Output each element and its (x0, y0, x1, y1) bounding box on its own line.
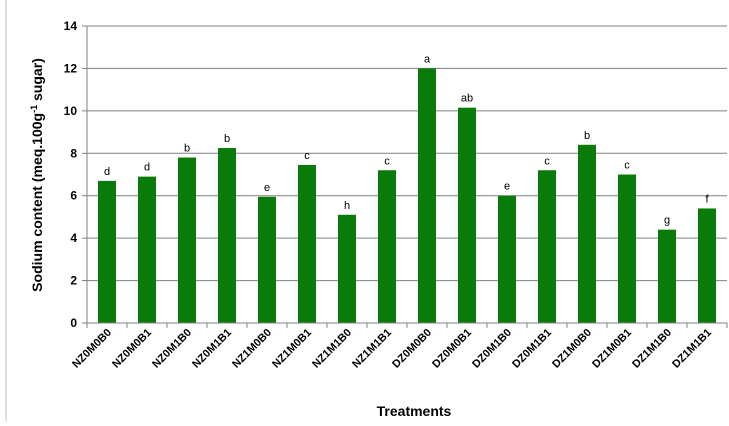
x-tick-label: DZ1M0B0 (550, 327, 594, 371)
x-tick-label: DZ0M1B1 (510, 327, 554, 371)
x-tick-label: DZ0M1B0 (470, 327, 514, 371)
x-tick-label: DZ1M1B0 (630, 327, 674, 371)
x-tick-label: NZ1M1B0 (310, 327, 354, 371)
x-tick-label: NZ0M0B0 (70, 327, 114, 371)
x-tick-label: NZ0M1B1 (190, 327, 234, 371)
bar (458, 107, 476, 323)
y-tick-label: 10 (64, 104, 78, 118)
bar (578, 144, 596, 323)
bars-group (98, 68, 716, 323)
bar (698, 208, 716, 323)
bar-letter-label: ab (461, 93, 473, 105)
bar (538, 170, 556, 323)
y-tick-label: 12 (64, 61, 78, 75)
bar (298, 164, 316, 323)
y-tick-label: 14 (64, 19, 78, 33)
bar-letter-label: e (264, 182, 270, 194)
y-tick-label: 0 (70, 316, 77, 330)
bar-letter-label: h (344, 200, 350, 212)
x-tick-label: NZ1M1B1 (350, 327, 394, 371)
bar-letter-label: b (584, 130, 590, 142)
bar-letter-labels: d d b b e c h c a ab e c b c g f (104, 53, 710, 226)
bar-letter-label: c (624, 160, 630, 172)
bar-letter-label: d (104, 166, 110, 178)
x-tick-labels: NZ0M0B0NZ0M0B1NZ0M1B0NZ0M1B1NZ1M0B0NZ1M0… (70, 323, 728, 371)
bar (258, 196, 276, 323)
bar (98, 180, 116, 323)
bar-letter-label: g (664, 215, 670, 227)
bar-letter-label: c (544, 155, 550, 167)
bar-letter-label: c (304, 150, 310, 162)
bar (618, 174, 636, 323)
x-axis-title: Treatments (377, 403, 452, 419)
y-axis-title: Sodium content (meq.100g-1 sugar) (29, 58, 45, 292)
y-axis-title-tail: sugar) (29, 58, 45, 105)
y-tick-label: 2 (70, 274, 77, 288)
bar (138, 176, 156, 323)
bar-letter-label: b (184, 143, 190, 155)
x-tick-label: NZ1M0B1 (270, 327, 314, 371)
bar (418, 68, 436, 323)
y-axis-title-main: Sodium content (meq.100g (29, 113, 45, 292)
y-tick-labels: 0 2 4 6 8 10 12 14 (64, 19, 87, 330)
y-tick-label: 4 (70, 231, 77, 245)
bar (338, 214, 356, 323)
bar (218, 147, 236, 323)
bar-letter-label: c (384, 155, 390, 167)
y-tick-label: 6 (70, 189, 77, 203)
bar (658, 229, 676, 323)
y-tick-label: 8 (70, 146, 77, 160)
x-tick-label: NZ0M0B1 (110, 327, 154, 371)
x-tick-label: DZ0M0B0 (390, 327, 434, 371)
bar-letter-label: e (504, 181, 510, 193)
x-tick-label: NZ1M0B0 (230, 327, 274, 371)
bar (178, 157, 196, 323)
bar-letter-label: f (705, 193, 709, 205)
x-tick-label: DZ0M0B1 (430, 327, 474, 371)
bar (378, 170, 396, 323)
bar-letter-label: b (224, 133, 230, 145)
bar-letter-label: d (144, 162, 150, 174)
bar (498, 195, 516, 323)
bar-letter-label: a (424, 53, 431, 65)
x-tick-label: DZ1M0B1 (590, 327, 634, 371)
x-tick-label: DZ1M1B1 (670, 327, 714, 371)
x-tick-label: NZ0M1B0 (150, 327, 194, 371)
y-axis-title-superscript: -1 (29, 105, 39, 113)
